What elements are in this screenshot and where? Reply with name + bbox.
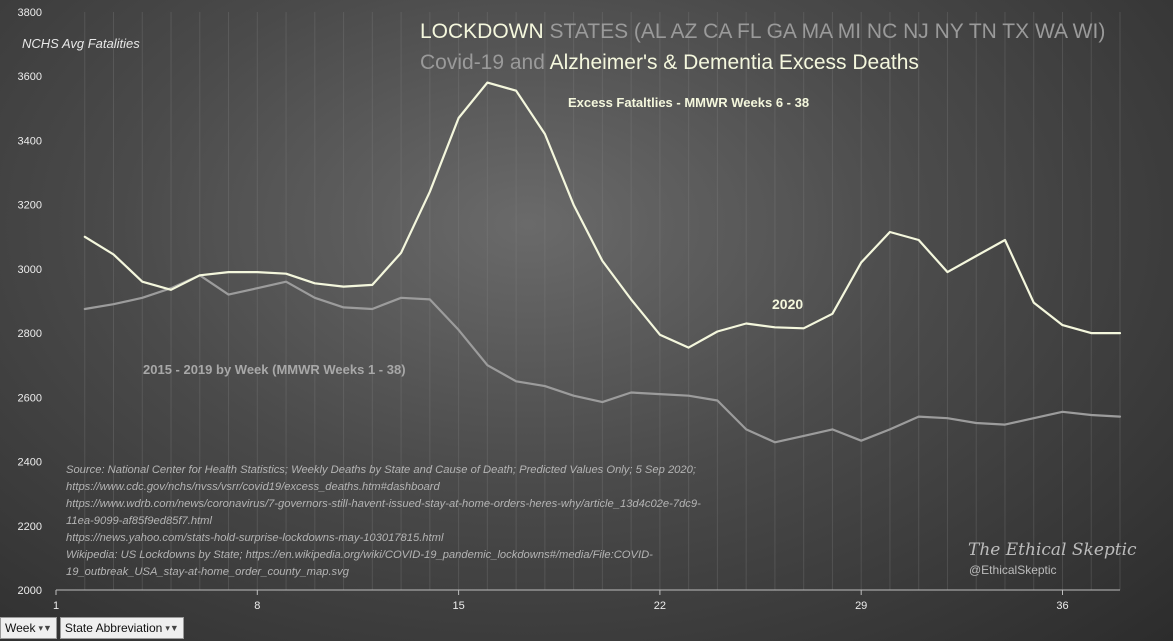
title-highlight: LOCKDOWN xyxy=(420,20,544,43)
y-tick-label: 2600 xyxy=(18,392,42,404)
x-tick-label: 1 xyxy=(53,600,59,612)
source-line: 19_outbreak_USA_stay-at-home_order_count… xyxy=(66,566,349,578)
series-line-2020 xyxy=(83,81,1122,349)
source-line: Source: National Center for Health Stati… xyxy=(66,464,696,476)
x-tick-label: 8 xyxy=(254,600,260,612)
filter-dropdown-icon: ▾▼ xyxy=(165,622,179,633)
brand-signature: The Ethical Skeptic xyxy=(968,540,1137,560)
y-tick-label: 3800 xyxy=(18,7,42,19)
y-axis-label: NCHS Avg Fatalities xyxy=(22,36,140,51)
source-line: 11ea-9099-af85f9ed85f7.html xyxy=(66,515,212,527)
series-label-2020: 2020 xyxy=(772,296,804,312)
title-states: STATES (AL AZ CA FL GA MA MI NC NJ NY TN… xyxy=(543,20,1106,43)
chart-title-line2: Covid-19 and Alzheimer's & Dementia Exce… xyxy=(420,51,919,75)
source-line: https://www.wdrb.com/news/coronavirus/7-… xyxy=(66,498,701,510)
x-tick-label: 36 xyxy=(1056,600,1068,612)
x-tick-label: 22 xyxy=(654,600,666,612)
y-tick-label: 2000 xyxy=(18,585,42,597)
chart-title-line1: LOCKDOWN STATES (AL AZ CA FL GA MA MI NC… xyxy=(420,20,1105,44)
series-label-baseline: 2015 - 2019 by Week (MMWR Weeks 1 - 38) xyxy=(143,362,406,377)
source-line: https://news.yahoo.com/stats-hold-surpri… xyxy=(66,532,444,544)
source-line: https://www.cdc.gov/nchs/nvss/vsrr/covid… xyxy=(66,481,440,493)
y-tick-label: 2800 xyxy=(18,328,42,340)
source-note: Source: National Center for Health Stati… xyxy=(66,462,796,581)
y-tick-label: 2200 xyxy=(18,521,42,533)
x-tick-label: 15 xyxy=(452,600,464,612)
title-covid: Covid-19 and xyxy=(420,51,550,74)
pivot-filter-bar: Week ▾▼ State Abbreviation ▾▼ xyxy=(0,617,184,639)
filter-button-state-abbreviation[interactable]: State Abbreviation ▾▼ xyxy=(59,617,184,639)
series-line-baseline xyxy=(83,274,1122,444)
twitter-handle: @EthicalSkeptic xyxy=(969,563,1057,577)
filter-label: State Abbreviation xyxy=(64,621,163,635)
filter-label: Week xyxy=(5,621,36,635)
source-line: Wikipedia: US Lockdowns by State; https:… xyxy=(66,549,653,561)
x-tick-label: 29 xyxy=(855,600,867,612)
y-tick-label: 3400 xyxy=(18,135,42,147)
filter-button-week[interactable]: Week ▾▼ xyxy=(0,617,57,639)
y-tick-label: 3000 xyxy=(18,264,42,276)
y-tick-label: 2400 xyxy=(18,457,42,469)
y-tick-label: 3200 xyxy=(18,200,42,212)
title-alzheimers: Alzheimer's & Dementia Excess Deaths xyxy=(549,51,919,74)
y-tick-label: 3600 xyxy=(18,71,42,83)
filter-dropdown-icon: ▾▼ xyxy=(38,622,52,633)
chart-subtitle: Excess Fataltlies - MMWR Weeks 6 - 38 xyxy=(568,95,810,110)
